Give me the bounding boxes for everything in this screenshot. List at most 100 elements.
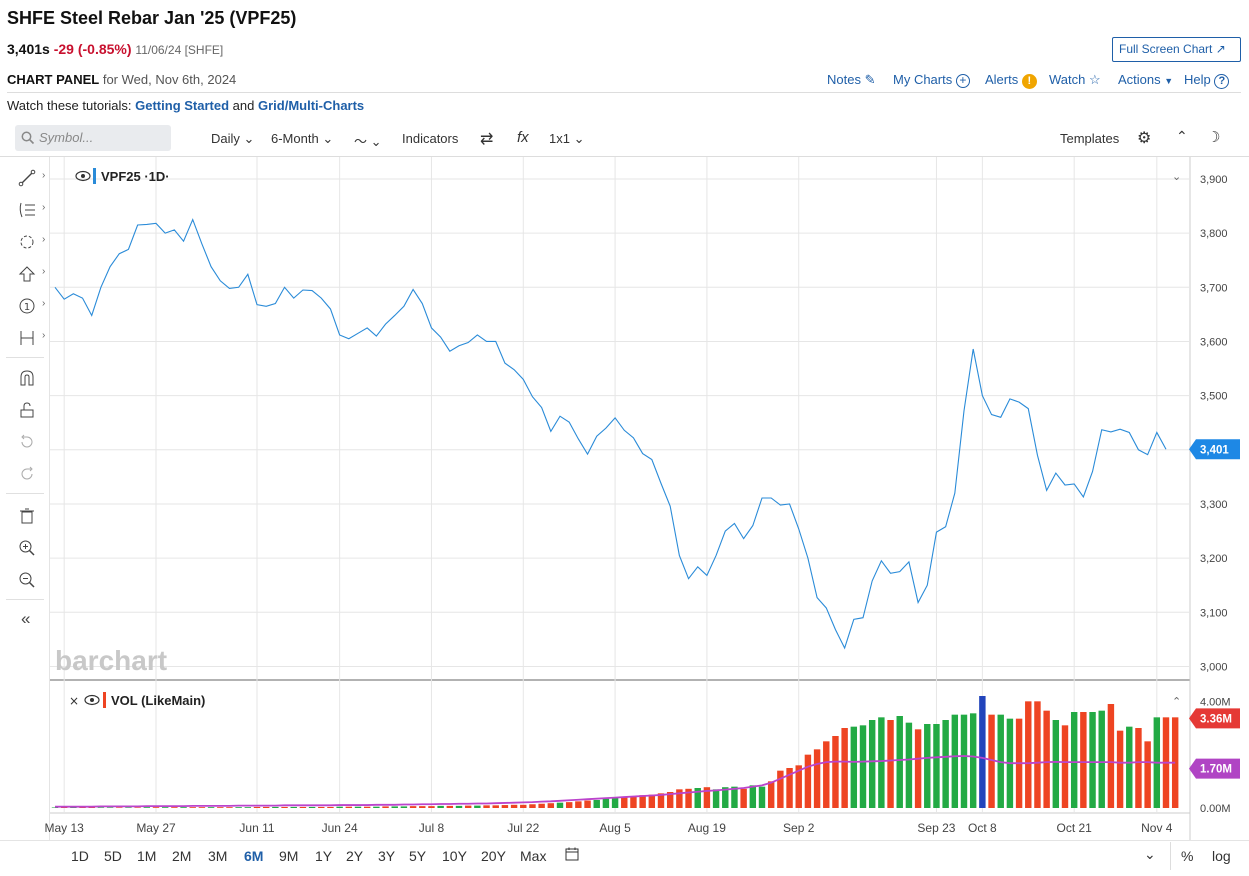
- volume-bar: [722, 787, 729, 808]
- double-chevron-down-icon[interactable]: ⌄: [1144, 846, 1156, 862]
- alerts-link[interactable]: Alerts !: [985, 72, 1037, 89]
- series-color-swatch: [103, 692, 106, 708]
- volume-tick-label: 4.00M: [1200, 696, 1231, 708]
- settings-gear-icon[interactable]: ⚙: [1137, 130, 1152, 147]
- volume-bar: [106, 807, 114, 808]
- layout-dropdown[interactable]: 1x1 ⌄: [549, 131, 585, 146]
- x-tick-label: Sep 2: [783, 821, 815, 835]
- period-1m-button[interactable]: 1M: [137, 848, 157, 864]
- log-toggle[interactable]: log: [1212, 848, 1231, 864]
- volume-bar: [685, 788, 692, 808]
- period-3m-button[interactable]: 3M: [208, 848, 228, 864]
- percent-toggle[interactable]: %: [1181, 848, 1194, 864]
- quote-meta: 11/06/24 [SHFE]: [135, 43, 224, 57]
- volume-bar: [749, 785, 757, 808]
- zoom-in-icon[interactable]: [16, 537, 42, 559]
- getting-started-link[interactable]: Getting Started: [135, 98, 230, 113]
- period-1d-button[interactable]: 1D: [71, 848, 89, 864]
- volume-bar: [1135, 728, 1142, 808]
- volume-bar: [492, 805, 499, 808]
- trendline-tool-icon[interactable]: ›: [16, 167, 45, 189]
- arrow-up-tool-icon[interactable]: ›: [16, 263, 45, 285]
- interval-dropdown[interactable]: Daily ⌄: [211, 131, 255, 146]
- eye-icon[interactable]: [84, 694, 100, 706]
- period-20y-button[interactable]: 20Y: [481, 848, 506, 864]
- y-tick-label: 3,200: [1200, 553, 1228, 565]
- indicators-button[interactable]: Indicators: [402, 131, 459, 146]
- volume-bar: [657, 793, 665, 808]
- symbol-search-input[interactable]: Symbol...: [15, 125, 171, 151]
- period-10y-button[interactable]: 10Y: [442, 848, 467, 864]
- period-max-button[interactable]: Max: [520, 848, 547, 864]
- unlock-icon[interactable]: [16, 399, 42, 421]
- measure-tool-icon[interactable]: ›: [20, 330, 46, 345]
- chevron-down-icon: ⌄: [573, 131, 585, 146]
- divider: [7, 92, 1241, 93]
- chart-panel-title: CHART PANEL: [7, 72, 100, 87]
- magnet-icon[interactable]: [16, 367, 42, 389]
- page-title: SHFE Steel Rebar Jan '25 (VPF25): [7, 8, 297, 28]
- volume-bar: [813, 749, 821, 808]
- y-tick-label: 3,100: [1200, 607, 1228, 619]
- x-tick-label: Oct 8: [968, 821, 997, 835]
- shape-tool-icon[interactable]: ›: [16, 231, 45, 253]
- dark-mode-moon-icon[interactable]: ☽: [1207, 129, 1221, 146]
- volume-bar: [731, 786, 738, 808]
- volume-bar: [171, 807, 178, 808]
- volume-bar: [152, 807, 160, 808]
- volume-bar: [198, 807, 206, 808]
- volume-bar: [859, 725, 867, 808]
- compare-icon[interactable]: ⇄: [480, 131, 494, 148]
- x-tick-label: Sep 23: [917, 821, 955, 835]
- volume-bar: [529, 804, 536, 808]
- period-9m-button[interactable]: 9M: [279, 848, 299, 864]
- last-price-badge-shape: [1189, 439, 1240, 460]
- period-3y-button[interactable]: 3Y: [378, 848, 396, 864]
- notes-link[interactable]: Notes ✎: [827, 72, 876, 87]
- volume-bar: [134, 807, 141, 808]
- fx-button[interactable]: fx: [517, 129, 529, 146]
- period-5y-button[interactable]: 5Y: [409, 848, 427, 864]
- my-charts-link[interactable]: My Charts +: [893, 72, 970, 88]
- period-1y-button[interactable]: 1Y: [315, 848, 333, 864]
- volume-bar: [125, 807, 132, 808]
- number-marker-tool-icon[interactable]: 1 ›: [16, 295, 45, 317]
- help-link[interactable]: Help ?: [1184, 72, 1230, 89]
- collapse-up-icon[interactable]: ⌃: [1176, 128, 1188, 144]
- actions-menu[interactable]: Actions ▼: [1118, 72, 1174, 87]
- full-screen-chart-button[interactable]: Full Screen Chart ↗: [1112, 37, 1241, 62]
- drawing-tools-sidebar: › › › › 1 › › «: [0, 157, 50, 840]
- undo-icon[interactable]: [16, 431, 42, 453]
- period-5d-button[interactable]: 5D: [104, 848, 122, 864]
- eye-icon[interactable]: [75, 170, 91, 182]
- range-dropdown[interactable]: 6-Month ⌄: [271, 131, 334, 146]
- redo-icon[interactable]: [16, 463, 42, 485]
- grid-multi-charts-link[interactable]: Grid/Multi-Charts: [258, 98, 365, 113]
- watch-link[interactable]: Watch ☆: [1049, 72, 1101, 87]
- calendar-icon[interactable]: [564, 846, 580, 867]
- period-2y-button[interactable]: 2Y: [346, 848, 364, 864]
- zoom-out-icon[interactable]: [16, 569, 42, 591]
- price-change: -29 (-0.85%): [53, 41, 132, 57]
- volume-bar: [804, 754, 812, 808]
- period-6m-button[interactable]: 6M: [244, 848, 264, 864]
- chart-panel-label: CHART PANEL for Wed, Nov 6th, 2024: [7, 72, 236, 87]
- volume-bar: [1098, 710, 1105, 808]
- collapse-sidebar-icon[interactable]: «: [21, 609, 31, 628]
- volume-bar: [180, 807, 187, 808]
- volume-bar: [235, 807, 242, 808]
- fibonacci-tool-icon[interactable]: ›: [16, 199, 45, 221]
- trash-icon[interactable]: [16, 505, 42, 527]
- volume-bar: [538, 803, 545, 808]
- chevron-up-icon[interactable]: ⌃: [1172, 695, 1181, 708]
- close-icon[interactable]: ×: [69, 694, 79, 708]
- volume-bar: [905, 722, 913, 808]
- y-tick-label: 3,500: [1200, 391, 1228, 403]
- chevron-down-icon[interactable]: ⌄: [1172, 170, 1181, 183]
- period-2m-button[interactable]: 2M: [172, 848, 192, 864]
- volume-bar: [547, 803, 555, 808]
- divider: [6, 357, 44, 358]
- chart-type-dropdown[interactable]: 〜 ⌄: [354, 131, 382, 150]
- templates-button[interactable]: Templates: [1060, 131, 1120, 146]
